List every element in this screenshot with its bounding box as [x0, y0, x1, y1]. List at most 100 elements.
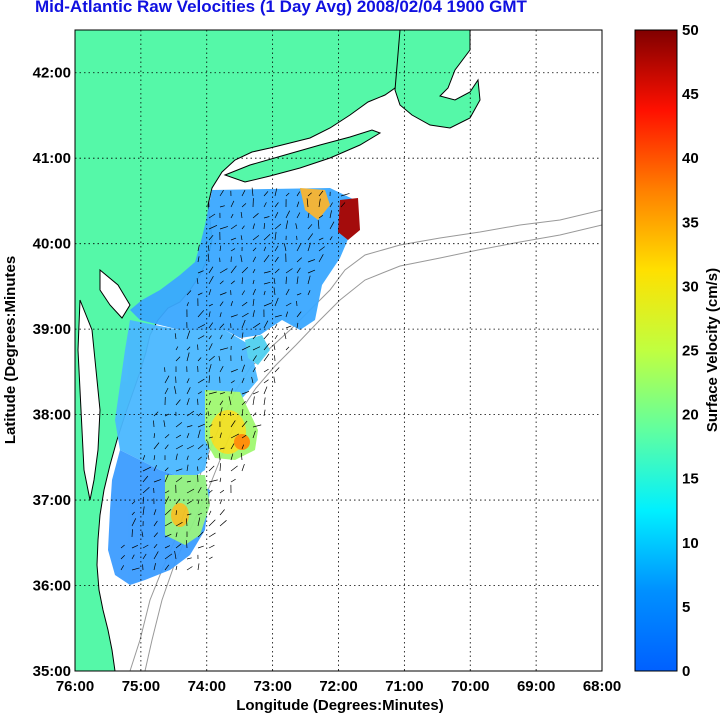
velocity-arrow [274, 335, 278, 340]
velocity-arrow [208, 489, 213, 494]
velocity-arrow [175, 521, 183, 527]
colorbar-tick: 10 [682, 535, 699, 552]
velocity-arrow [230, 314, 238, 318]
velocity-arrow [219, 280, 224, 285]
velocity-arrow [219, 334, 223, 340]
velocity-arrow [263, 191, 269, 197]
lon-tick-label: 72:00 [319, 678, 357, 695]
velocity-arrow [208, 311, 211, 318]
velocity-arrow [219, 477, 222, 483]
velocity-arrow [230, 433, 240, 439]
velocity-arrow [329, 236, 333, 241]
velocity-arrow [197, 474, 199, 483]
velocity-arrow [164, 413, 170, 417]
velocity-field [108, 188, 360, 585]
velocity-arrow [197, 423, 205, 428]
velocity-arrow [142, 553, 147, 560]
velocity-arrow [263, 254, 270, 263]
velocity-arrow [197, 429, 201, 439]
map-grid [75, 30, 602, 671]
colorbar-tick: 50 [682, 22, 699, 39]
velocity-arrow [263, 246, 267, 252]
colorbar-label: Surface Velocity (cm/s) [704, 268, 721, 432]
velocity-arrow [273, 278, 276, 285]
velocity-arrow [219, 498, 223, 505]
velocity-arrow [241, 463, 245, 472]
velocity-arrow [208, 303, 213, 307]
velocity-arrow [241, 277, 243, 285]
velocity-arrow [296, 257, 303, 263]
velocity-arrow [307, 212, 310, 219]
velocity-arrow [131, 501, 136, 505]
velocity-arrow [329, 202, 333, 208]
velocity-arrow [142, 454, 146, 461]
velocity-arrow [230, 380, 235, 384]
velocity-arrow [296, 201, 300, 208]
colorbar-tick: 35 [682, 214, 699, 231]
velocity-arrow [219, 301, 224, 307]
velocity-arrow [186, 398, 190, 406]
velocity-arrow [219, 245, 222, 252]
velocity-arrow [186, 566, 193, 571]
velocity-arrow [207, 245, 210, 252]
chesapeake-bay [77, 299, 101, 501]
velocity-arrow [340, 202, 346, 208]
velocity-arrow [296, 311, 302, 318]
velocity-arrow [230, 388, 233, 395]
delaware-bay [99, 268, 131, 319]
velocity-arrow [307, 269, 316, 274]
velocity-arrow [197, 487, 202, 494]
velocity-arrow [174, 333, 177, 340]
velocity-arrow [153, 442, 160, 450]
land-cape-cod [394, 30, 481, 129]
velocity-arrow [263, 271, 271, 274]
velocity-arrow [230, 453, 234, 461]
velocity-arrow [263, 202, 267, 208]
velocity-arrow [186, 488, 195, 494]
velocity-arrow [175, 434, 182, 439]
velocity-arrow [219, 447, 225, 450]
lat-tick-label: 42:00 [33, 65, 71, 82]
velocity-arrow [186, 480, 191, 483]
velocity-arrow [263, 379, 269, 384]
velocity-arrow [164, 521, 172, 527]
velocity-arrow [197, 256, 200, 263]
velocity-arrow [197, 357, 202, 362]
velocity-arrow [274, 297, 279, 307]
velocity-arrow [197, 324, 206, 329]
velocity-arrow [263, 343, 270, 351]
velocity-arrow [186, 352, 190, 362]
velocity-arrow [208, 289, 212, 296]
velocity-arrow [153, 479, 162, 483]
velocity-arrow [273, 287, 276, 296]
velocity-arrow [219, 366, 224, 373]
velocity-arrow [186, 302, 189, 307]
velocity-arrow [196, 278, 199, 285]
velocity-arrow [252, 223, 255, 230]
velocity-arrow [274, 314, 282, 318]
colorbar-tick: 15 [682, 471, 699, 488]
velocity-arrow [263, 290, 266, 296]
velocity-arrow [274, 323, 278, 329]
velocity-arrow [207, 253, 210, 263]
velocity-arrow [131, 544, 139, 549]
velocity-arrow [208, 335, 212, 340]
velocity-arrow [218, 355, 221, 362]
velocity-arrow [252, 367, 256, 373]
velocity-arrow [230, 300, 233, 307]
velocity-arrow [175, 399, 181, 406]
velocity-arrow [263, 320, 269, 329]
velocity-arrow [197, 335, 205, 340]
land-long-island [223, 129, 382, 183]
velocity-arrow [219, 268, 228, 274]
y-axis-label: Latitude (Degrees:Minutes [2, 256, 19, 444]
velocity-arrow [273, 344, 276, 351]
velocity-arrow [295, 223, 298, 230]
velocity-arrow [230, 224, 238, 230]
velocity-region-ne [300, 188, 330, 220]
velocity-arrow [164, 533, 172, 538]
velocity-arrow [197, 456, 202, 461]
velocity-arrow [252, 268, 256, 274]
lat-tick-label: 36:00 [33, 578, 71, 595]
velocity-arrow [153, 411, 159, 417]
